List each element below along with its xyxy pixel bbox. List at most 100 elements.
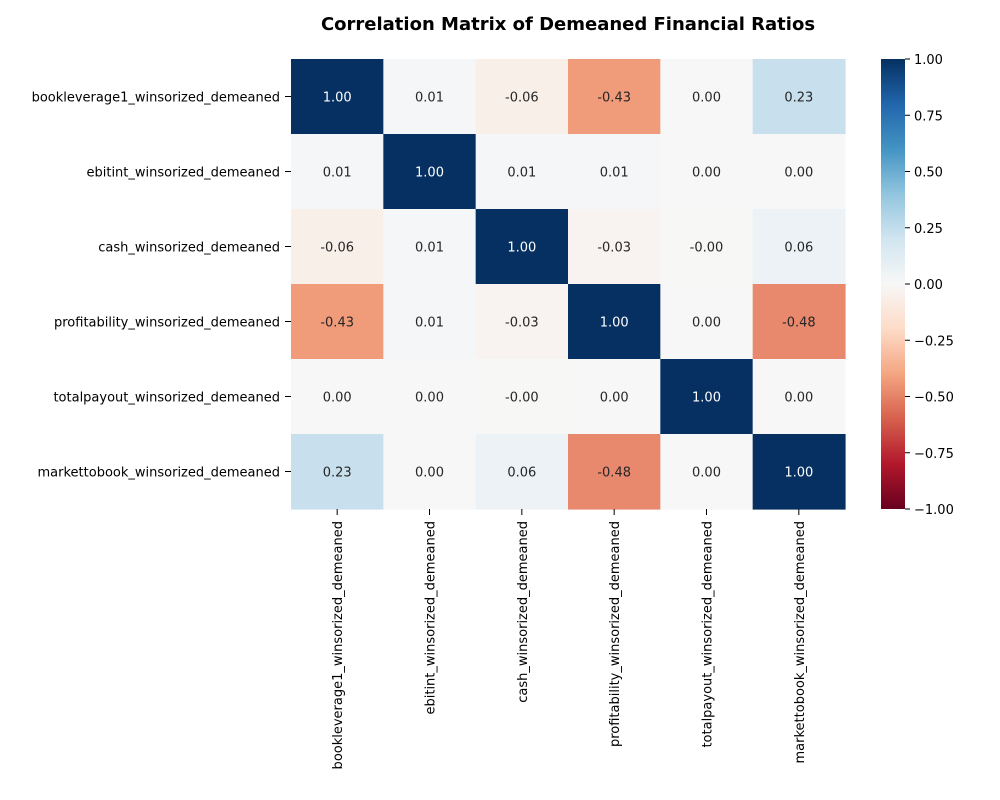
cell-value-label: -0.03 (597, 241, 631, 256)
cell-value-label: -0.43 (597, 91, 631, 106)
heatmap-cell (660, 209, 754, 285)
cell-value-label: 0.00 (415, 466, 444, 481)
row-tick-label: bookleverage1_winsorized_demeaned (32, 91, 280, 106)
cell-value-label: 1.00 (323, 91, 352, 106)
heatmap-cell (752, 134, 846, 210)
cell-value-label: 0.23 (323, 466, 352, 481)
cell-value-label: 0.00 (600, 391, 629, 406)
heatmap-cell (567, 284, 661, 360)
cell-value-label: -0.06 (320, 241, 354, 256)
colorbar-tick-label: −1.00 (914, 503, 954, 518)
heatmap-cell (660, 284, 754, 360)
colorbar-tick-label: 0.25 (914, 222, 943, 237)
cell-value-label: 0.01 (323, 166, 352, 181)
cell-value-label: 0.01 (600, 166, 629, 181)
heatmap-cells: 1.00 0.01 -0.06 -0.43 0.00 0.23 0.01 1.00 0.01 0.… (291, 59, 846, 510)
row-tick-labels: bookleverage1_winsorized_demeanedebitint… (32, 91, 291, 481)
cell-value-label: 0.00 (692, 466, 721, 481)
cell-value-label: 0.06 (507, 466, 536, 481)
heatmap-cell (291, 209, 384, 285)
heatmap-cell (567, 134, 661, 210)
cell-value-label: 0.00 (323, 391, 352, 406)
cell-value-label: -0.48 (782, 316, 816, 331)
heatmap-cell (660, 434, 754, 510)
heatmap-cell (383, 434, 477, 510)
cell-value-label: 0.01 (415, 241, 444, 256)
heatmap-cell (475, 209, 569, 285)
cell-value-label: -0.03 (505, 316, 539, 331)
heatmap-cell (475, 134, 569, 210)
heatmap-cell (752, 59, 846, 135)
cell-value-label: 0.01 (415, 316, 444, 331)
cell-value-label: -0.00 (505, 391, 539, 406)
heatmap-cell (383, 284, 477, 360)
cell-value-label: 0.00 (692, 166, 721, 181)
cell-value-label: 1.00 (692, 391, 721, 406)
heatmap-cell (291, 284, 384, 360)
heatmap-cell (752, 359, 846, 435)
colorbar-tick-label: 0.00 (914, 278, 943, 293)
heatmap-cell (475, 434, 569, 510)
heatmap-cell (383, 59, 477, 135)
cell-value-label: -0.48 (597, 466, 631, 481)
colorbar-tick-label: −0.25 (914, 334, 954, 349)
heatmap-cell (660, 59, 754, 135)
cell-value-label: 0.23 (784, 91, 813, 106)
cell-value-label: -0.43 (320, 316, 354, 331)
cell-value-label: 0.01 (507, 166, 536, 181)
cell-value-label: -0.06 (505, 91, 539, 106)
column-tick-label: bookleverage1_winsorized_demeaned (331, 521, 346, 769)
colorbar-tick-label: −0.75 (914, 447, 954, 462)
cell-value-label: 0.00 (784, 166, 813, 181)
cell-value-label: 0.00 (692, 91, 721, 106)
cell-value-label: 1.00 (507, 241, 536, 256)
column-tick-label: totalpayout_winsorized_demeaned (700, 521, 715, 748)
column-tick-label: cash_winsorized_demeaned (516, 521, 531, 703)
heatmap-cell (475, 359, 569, 435)
heatmap-cell (660, 134, 754, 210)
cell-value-label: 0.00 (784, 391, 813, 406)
column-tick-label: ebitint_winsorized_demeaned (423, 521, 438, 715)
heatmap-cell (752, 284, 846, 360)
heatmap-cell (291, 359, 384, 435)
heatmap-cell (475, 284, 569, 360)
colorbar-tick-label: 0.75 (914, 109, 943, 124)
heatmap-cell (567, 209, 661, 285)
row-tick-label: cash_winsorized_demeaned (98, 241, 280, 256)
cell-value-label: 0.01 (415, 91, 444, 106)
heatmap-cell (567, 59, 661, 135)
column-tick-labels: bookleverage1_winsorized_demeaned ebitint… (331, 509, 808, 769)
heatmap-cell (660, 359, 754, 435)
row-tick-label: markettobook_winsorized_demeaned (38, 466, 280, 481)
heatmap-cell (752, 209, 846, 285)
heatmap-cell (291, 59, 384, 135)
heatmap-cell (567, 434, 661, 510)
cell-value-label: -0.00 (690, 241, 724, 256)
cell-value-label: 0.06 (784, 241, 813, 256)
heatmap-cell (752, 434, 846, 510)
heatmap-cell (475, 59, 569, 135)
cell-value-label: 1.00 (600, 316, 629, 331)
colorbar-tick-label: 0.50 (914, 166, 943, 181)
row-tick-label: profitability_winsorized_demeaned (54, 316, 280, 331)
colorbar (881, 59, 905, 509)
cell-value-label: 0.00 (692, 316, 721, 331)
heatmap-cell (383, 359, 477, 435)
chart-title: Correlation Matrix of Demeaned Financial… (321, 14, 815, 35)
colorbar-tick-label: 1.00 (914, 53, 943, 68)
column-tick-label: profitability_winsorized_demeaned (608, 521, 623, 747)
row-tick-label: ebitint_winsorized_demeaned (86, 166, 280, 181)
cell-value-label: 1.00 (784, 466, 813, 481)
colorbar-ticks: 1.00 0.75 0.50 0.25 0.00 −0.25 −0.50 −0.75 −1.00 (905, 53, 954, 518)
heatmap-cell (567, 359, 661, 435)
heatmap-cell (291, 434, 384, 510)
row-tick-label: totalpayout_winsorized_demeaned (53, 391, 280, 406)
cell-value-label: 0.00 (415, 391, 444, 406)
heatmap-cell (383, 134, 477, 210)
heatmap-cell (291, 134, 384, 210)
column-tick-label: markettobook_winsorized_demeaned (793, 521, 808, 763)
heatmap-cell (383, 209, 477, 285)
cell-value-label: 1.00 (415, 166, 444, 181)
colorbar-tick-label: −0.50 (914, 391, 954, 406)
